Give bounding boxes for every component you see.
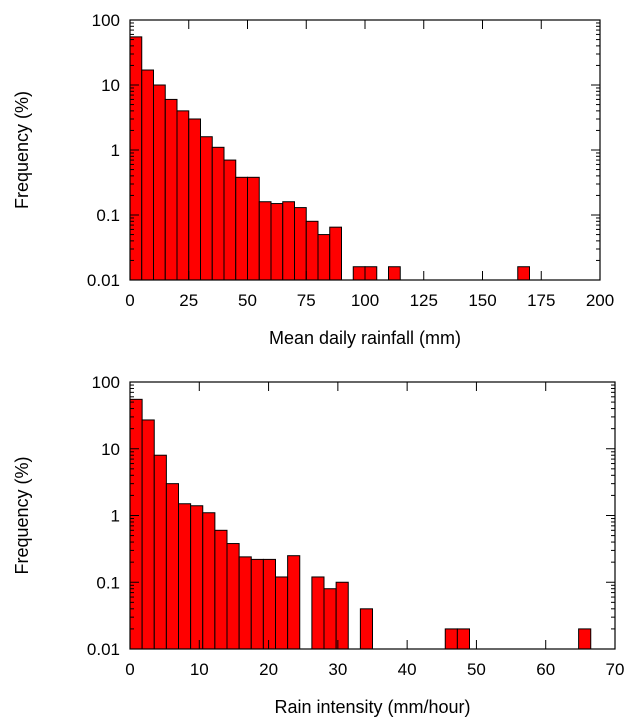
rainfall-bar xyxy=(223,159,237,281)
rainfall-xtick-label: 75 xyxy=(297,291,316,310)
intensity-bar xyxy=(214,529,228,650)
intensity-xtick-label: 70 xyxy=(606,660,625,679)
rainfall-xtick-label: 100 xyxy=(351,291,379,310)
intensity-bar xyxy=(578,628,592,650)
intensity-xtick-label: 0 xyxy=(125,660,134,679)
intensity-bar xyxy=(262,558,276,650)
rainfall-bar xyxy=(129,36,143,281)
intensity-bar xyxy=(165,483,179,650)
intensity-xtick-label: 60 xyxy=(536,660,555,679)
rainfall-xtick-label: 150 xyxy=(468,291,496,310)
rainfall-bar xyxy=(329,226,342,281)
intensity-bar xyxy=(141,419,155,650)
intensity-ytick-label: 0.01 xyxy=(87,640,120,659)
intensity-bar xyxy=(287,555,301,650)
rainfall-ytick-label: 0.01 xyxy=(87,271,120,290)
rainfall-xtick-label: 175 xyxy=(527,291,555,310)
intensity-ytick-label: 0.1 xyxy=(96,573,120,592)
intensity-bar xyxy=(311,576,325,650)
rainfall-bar xyxy=(200,136,213,281)
rainfall-xtick-label: 125 xyxy=(410,291,438,310)
rainfall-bar xyxy=(141,69,154,281)
intensity-bar xyxy=(275,576,289,650)
intensity-bar xyxy=(444,628,458,650)
rainfall-ytick-label: 1 xyxy=(111,141,120,160)
intensity-bar xyxy=(202,512,216,650)
rainfall-bar xyxy=(235,176,248,281)
rainfall-bar xyxy=(188,118,201,281)
rainfall-xtick-label: 50 xyxy=(238,291,257,310)
rainfall-bar xyxy=(388,266,401,281)
rainfall-ylabel: Frequency (%) xyxy=(12,91,32,209)
intensity-bar xyxy=(178,503,192,650)
rainfall-xtick-label: 0 xyxy=(125,291,134,310)
rainfall-bar xyxy=(294,207,307,281)
intensity-ytick-label: 10 xyxy=(101,440,120,459)
intensity-bar xyxy=(456,628,470,650)
intensity-xtick-label: 10 xyxy=(190,660,209,679)
intensity-xtick-label: 20 xyxy=(259,660,278,679)
intensity-xtick-label: 30 xyxy=(328,660,347,679)
intensity-bar xyxy=(359,608,373,650)
rainfall-ytick-label: 10 xyxy=(101,76,120,95)
intensity-ytick-label: 1 xyxy=(111,507,120,526)
rainfall-bar xyxy=(153,84,166,281)
rainfall-bar xyxy=(211,146,225,281)
rainfall-bar xyxy=(258,201,272,281)
intensity-xtick-label: 50 xyxy=(467,660,486,679)
rainfall-bar xyxy=(317,234,331,281)
rainfall-chart: 0.01 0.1 1 10 100 0 25 50 75 100 125 150 175 200 Mean … xyxy=(12,11,614,348)
rainfall-bar xyxy=(364,266,378,281)
rainfall-bar xyxy=(270,203,284,281)
intensity-bar xyxy=(335,581,349,650)
rainfall-bar xyxy=(282,201,295,281)
intensity-xlabel: Rain intensity (mm/hour) xyxy=(274,697,470,717)
intensity-bar xyxy=(238,556,252,650)
rainfall-xlabel: Mean daily rainfall (mm) xyxy=(269,328,461,348)
intensity-bar xyxy=(153,454,167,650)
intensity-chart: 0.01 0.1 1 10 100 0 10 20 30 40 50 60 70 Rain intensi… xyxy=(12,373,624,717)
rainfall-bar xyxy=(517,266,530,281)
intensity-xtick-label: 40 xyxy=(398,660,417,679)
rainfall-xtick-label: 25 xyxy=(179,291,198,310)
intensity-bar xyxy=(323,588,337,650)
intensity-bar xyxy=(250,558,264,650)
rainfall-ytick-label: 100 xyxy=(92,11,120,30)
intensity-bar xyxy=(129,398,143,650)
rainfall-bar xyxy=(352,266,366,281)
rainfall-ytick-label: 0.1 xyxy=(96,206,120,225)
intensity-bar xyxy=(190,505,204,650)
rainfall-bar xyxy=(176,110,190,281)
rainfall-bar xyxy=(305,220,319,281)
rainfall-xtick-label: 200 xyxy=(586,291,614,310)
rainfall-bar xyxy=(247,176,260,281)
rainfall-bar xyxy=(164,98,178,281)
intensity-bar xyxy=(226,543,240,650)
intensity-ytick-label: 100 xyxy=(92,373,120,392)
intensity-ylabel: Frequency (%) xyxy=(12,456,32,574)
